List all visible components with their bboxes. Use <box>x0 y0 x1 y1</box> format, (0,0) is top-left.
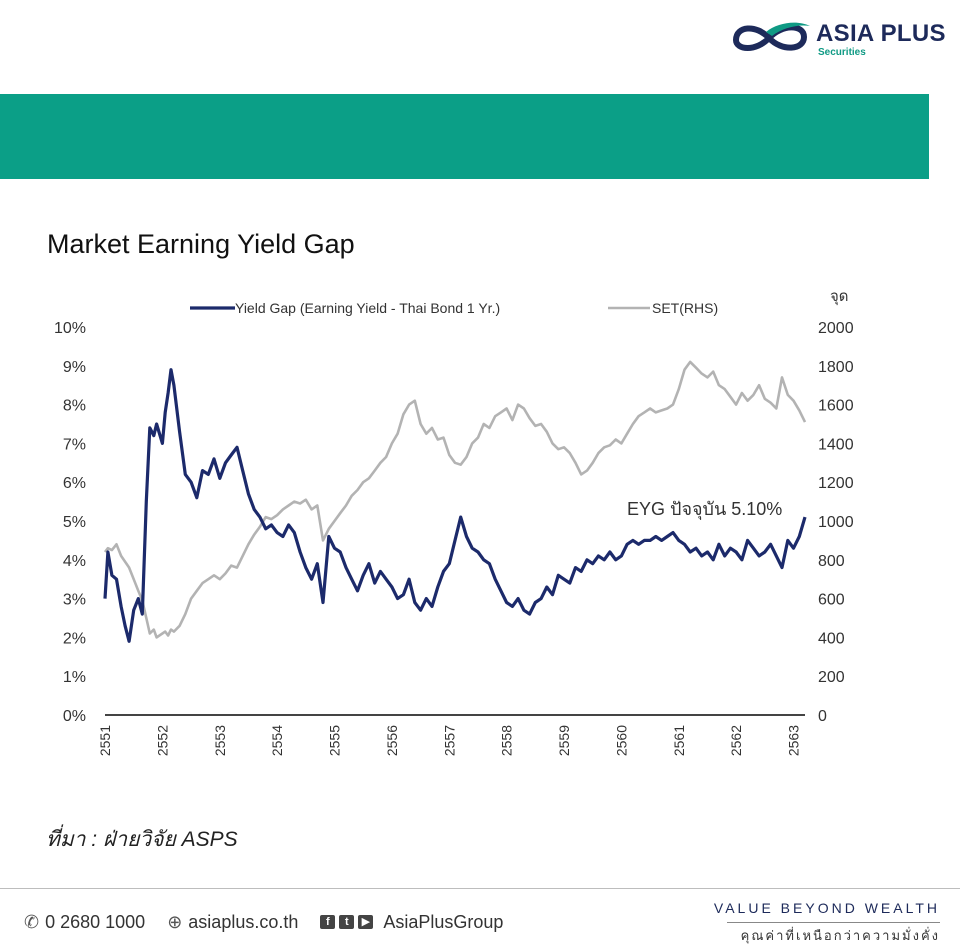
x-tick-label: 2553 <box>212 725 228 756</box>
social-handle[interactable]: AsiaPlusGroup <box>383 911 504 932</box>
x-axis-ticks: 2551 2552 2553 2554 2555 2556 2557 2558 2559 2560… <box>97 725 802 756</box>
brand-name: ASIA PLUS <box>816 20 946 47</box>
header-band <box>0 94 929 179</box>
left-tick-label: 4% <box>63 553 86 570</box>
left-tick-label: 2% <box>63 630 86 647</box>
left-tick-label: 1% <box>63 669 86 686</box>
left-tick-label: 0% <box>63 708 86 725</box>
left-tick-label: 9% <box>63 359 86 376</box>
chart-title: Market Earning Yield Gap <box>47 229 355 259</box>
right-tick-label: 800 <box>818 553 845 570</box>
phone-icon: ✆ <box>24 911 40 932</box>
tagline-thai: คุณค่าที่เหนือกว่าความมั่งคั่ง <box>740 928 940 943</box>
right-tick-label: 1000 <box>818 514 854 531</box>
x-tick-label: 2560 <box>613 725 629 756</box>
footer-contact: ✆ 0 2680 1000 ⊕ asiaplus.co.th f t ▶ Asi… <box>24 909 503 935</box>
brand-logo: ASIA PLUS Securities <box>726 16 946 60</box>
right-tick-label: 1400 <box>818 436 854 453</box>
legend-label-set: SET(RHS) <box>652 300 718 316</box>
brand-subtitle: Securities <box>818 47 866 58</box>
right-tick-label: 1200 <box>818 475 854 492</box>
yield-gap-line <box>103 368 807 643</box>
youtube-icon[interactable]: ▶ <box>358 915 374 929</box>
globe-icon: ⊕ <box>167 911 183 932</box>
left-tick-label: 8% <box>63 398 86 415</box>
left-tick-label: 10% <box>54 320 86 337</box>
left-tick-label: 7% <box>63 436 86 453</box>
chart-legend: Yield Gap (Earning Yield - Thai Bond 1 Y… <box>190 300 718 316</box>
x-tick-label: 2554 <box>269 725 285 756</box>
legend-label-yield-gap: Yield Gap (Earning Yield - Thai Bond 1 Y… <box>235 300 500 316</box>
x-tick-label: 2556 <box>384 725 400 756</box>
website-link[interactable]: asiaplus.co.th <box>188 911 299 932</box>
left-tick-label: 3% <box>63 592 86 609</box>
eyg-annotation: EYG ปัจจุบัน 5.10% <box>627 499 782 520</box>
right-tick-label: 1800 <box>818 359 854 376</box>
right-tick-label: 200 <box>818 669 845 686</box>
right-axis-ticks: 0 200 400 600 800 1000 1200 1400 1600 1800 2000 <box>818 320 854 725</box>
x-tick-label: 2561 <box>671 725 687 756</box>
x-tick-label: 2552 <box>154 725 170 756</box>
tagline-divider <box>727 922 940 923</box>
right-axis-unit-label: จุด <box>830 288 849 306</box>
left-tick-label: 6% <box>63 475 86 492</box>
x-tick-label: 2557 <box>441 725 457 756</box>
phone-number[interactable]: 0 2680 1000 <box>45 911 146 932</box>
right-tick-label: 400 <box>818 630 845 647</box>
x-tick-label: 2559 <box>556 725 572 756</box>
left-axis-ticks: 0% 1% 2% 3% 4% 5% 6% 7% 8% 9% 10% <box>54 320 86 725</box>
x-tick-label: 2558 <box>499 725 515 756</box>
source-note: ที่มา : ฝ่ายวิจัย ASPS <box>46 828 238 851</box>
footer-divider <box>0 888 960 889</box>
x-tick-label: 2551 <box>97 725 113 756</box>
right-tick-label: 2000 <box>818 320 854 337</box>
x-tick-label: 2555 <box>327 725 343 756</box>
facebook-icon[interactable]: f <box>320 915 336 929</box>
right-tick-label: 600 <box>818 592 845 609</box>
right-tick-label: 1600 <box>818 398 854 415</box>
infinity-logo-icon <box>732 22 810 51</box>
x-tick-label: 2563 <box>786 725 802 756</box>
twitter-icon[interactable]: t <box>339 915 355 929</box>
set-index-line <box>103 360 807 639</box>
series-lines <box>103 360 807 643</box>
yield-gap-chart: Yield Gap (Earning Yield - Thai Bond 1 Y… <box>54 288 854 756</box>
left-tick-label: 5% <box>63 514 86 531</box>
tagline: VALUE BEYOND WEALTH <box>713 900 940 916</box>
right-tick-label: 0 <box>818 708 827 725</box>
x-tick-label: 2562 <box>728 725 744 756</box>
